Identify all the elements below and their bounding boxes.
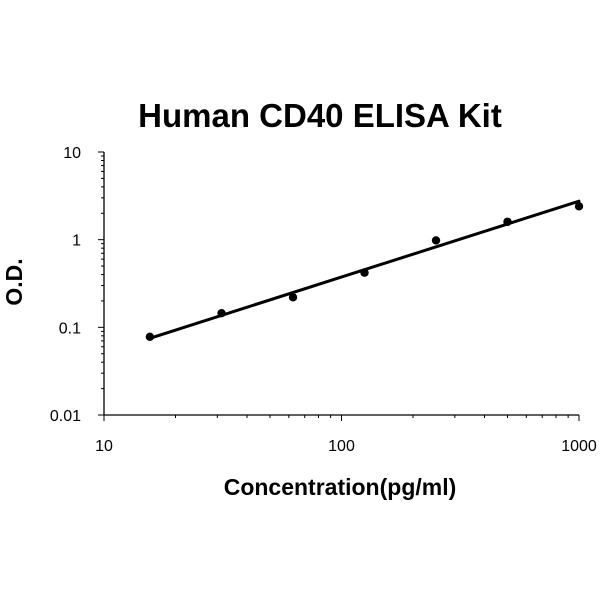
- data-point: [574, 202, 584, 211]
- y-tick-label: 0.01: [50, 408, 81, 425]
- x-tick-label: 10: [95, 438, 113, 455]
- y-axis-title: O.D.: [1, 258, 27, 305]
- tick-labels: 10 1 0.1 0.01 10 100 1000: [50, 145, 597, 455]
- axes: [103, 152, 579, 416]
- data-point: [217, 308, 226, 318]
- x-tick-label: 100: [328, 438, 355, 455]
- chart-title: Human CD40 ELISA Kit: [138, 97, 502, 134]
- data-points: [145, 202, 584, 341]
- y-tick-label: 10: [63, 145, 81, 162]
- data-point: [503, 217, 512, 226]
- x-tick-label: 1000: [561, 438, 597, 455]
- tick-marks: [98, 151, 580, 421]
- data-point: [145, 332, 155, 341]
- x-axis-title: Concentration(pg/ml): [224, 474, 457, 500]
- data-point: [288, 293, 298, 302]
- data-point: [360, 268, 369, 277]
- y-tick-label: 0.1: [59, 320, 81, 337]
- data-point: [431, 236, 441, 245]
- y-tick-label: 1: [72, 233, 81, 250]
